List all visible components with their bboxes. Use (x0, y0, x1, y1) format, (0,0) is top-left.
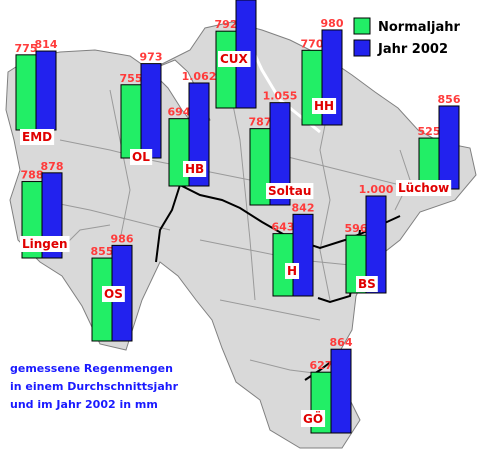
bar-emd-jahr-2002 (35, 50, 57, 131)
city-label-box-gö (301, 410, 326, 427)
value-label-bs-jahr-2002: 1.000 (359, 183, 394, 196)
bar-bs-jahr-2002 (365, 195, 387, 294)
legend-swatch-normaljahr (353, 17, 371, 35)
caption: gemessene Regenmengen in einem Durchschn… (10, 362, 179, 411)
caption-line-1: gemessene Regenmengen (10, 362, 173, 375)
value-label-h-normaljahr: 643 (272, 221, 295, 234)
legend-label-jahr-2002: Jahr 2002 (377, 42, 448, 57)
bar-group-soltau: 787 1.055 Soltau (249, 90, 314, 206)
legend: Normaljahr Jahr 2002 (353, 17, 460, 57)
value-label-cux-normaljahr: 792 (215, 18, 238, 31)
value-label-gö-normaljahr: 627 (310, 359, 333, 372)
value-label-lingen-normaljahr: 788 (21, 169, 44, 182)
bar-group-hh: 770 980 HH (301, 17, 344, 126)
bar-soltau-jahr-2002 (269, 102, 291, 206)
caption-line-2: in einem Durchschnittsjahr (10, 380, 179, 393)
city-label-soltau: Soltau (268, 184, 311, 198)
city-label-h: H (287, 264, 297, 278)
city-label-os: OS (104, 287, 123, 301)
city-label-box-h (285, 263, 300, 279)
city-label-hb: HB (185, 162, 204, 176)
district-borders (39, 89, 421, 376)
bar-emd-normaljahr (15, 54, 37, 131)
bar-group-hb: 694 1.062 HB (168, 70, 217, 187)
value-label-os-normaljahr: 855 (91, 245, 114, 258)
city-label-emd: EMD (22, 130, 52, 144)
legend-label-normaljahr: Normaljahr (378, 20, 460, 35)
bar-group-cux: 7921.114CUX (215, 0, 257, 109)
value-label-bs-normaljahr: 596 (345, 222, 368, 235)
city-label-box-cux (218, 51, 251, 67)
value-label-hh-jahr-2002: 980 (321, 17, 344, 30)
city-label-cux: CUX (220, 52, 249, 66)
city-label-box-os (102, 286, 125, 302)
city-label-gö: GÖ (303, 411, 323, 426)
city-label-ol: OL (132, 150, 150, 164)
caption-line-3: und im Jahr 2002 in mm (10, 398, 158, 411)
bar-group-h: 643 842 H (272, 201, 315, 297)
bar-gö-jahr-2002 (330, 348, 352, 434)
city-label-bs: BS (358, 277, 376, 291)
city-label-box-hb (183, 161, 207, 177)
value-label-hb-normaljahr: 694 (168, 106, 191, 119)
value-label-h-jahr-2002: 842 (292, 201, 315, 214)
bar-hb-jahr-2002 (188, 82, 210, 187)
value-label-emd-normaljahr: 775 (15, 42, 38, 55)
bar-ol-normaljahr (120, 84, 142, 159)
value-label-hb-jahr-2002: 1.062 (182, 70, 217, 83)
value-label-ol-jahr-2002: 973 (140, 51, 163, 64)
value-label-ol-normaljahr: 755 (120, 72, 143, 85)
bar-group-lüchow: 525 856 Lüchow (396, 93, 461, 196)
city-label-box-ol (130, 149, 153, 165)
bar-group-gö: 627 864 GÖ (301, 336, 353, 434)
value-label-lingen-jahr-2002: 878 (41, 160, 64, 173)
bar-group-ol: 755 973 OL (120, 51, 163, 165)
value-label-lüchow-normaljahr: 525 (418, 125, 441, 138)
city-label-box-emd (20, 129, 55, 145)
bar-group-bs: 596 1.000 BS (345, 183, 394, 294)
city-label-lingen: Lingen (22, 237, 68, 251)
city-label-box-lingen (20, 236, 70, 252)
value-label-emd-jahr-2002: 814 (35, 38, 58, 51)
value-label-lüchow-jahr-2002: 856 (438, 93, 461, 106)
value-label-hh-normaljahr: 770 (301, 37, 324, 50)
bar-cux-normaljahr (215, 30, 237, 109)
city-label-box-lüchow (396, 180, 452, 196)
value-label-gö-jahr-2002: 864 (330, 336, 353, 349)
value-label-soltau-jahr-2002: 1.055 (263, 90, 298, 103)
bar-ol-jahr-2002 (140, 63, 162, 159)
city-label-box-bs (356, 276, 378, 292)
city-label-box-soltau (266, 183, 314, 199)
city-label-lüchow: Lüchow (398, 181, 449, 195)
city-label-box-hh (312, 98, 337, 114)
bar-lüchow-jahr-2002 (438, 105, 460, 190)
value-label-os-jahr-2002: 986 (111, 232, 134, 245)
city-label-hh: HH (314, 99, 334, 113)
bar-h-jahr-2002 (292, 213, 314, 297)
legend-swatch-jahr-2002 (353, 39, 371, 57)
value-label-soltau-normaljahr: 787 (249, 116, 272, 129)
